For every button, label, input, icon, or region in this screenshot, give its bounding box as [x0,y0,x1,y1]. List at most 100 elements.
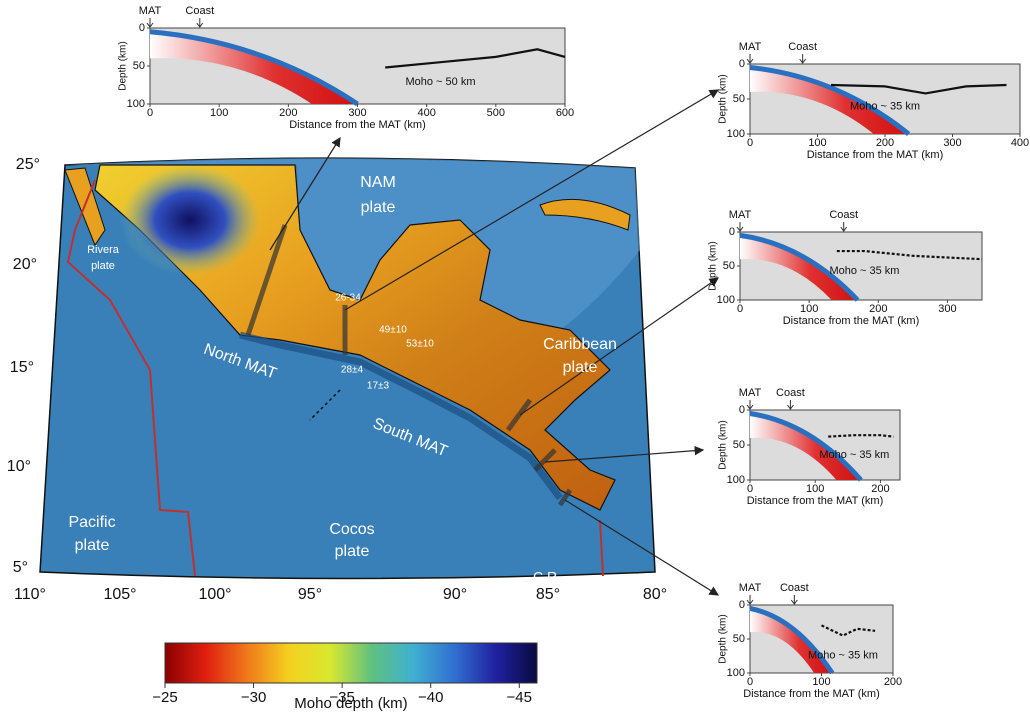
region-label: plate [361,199,396,216]
figure: −25−30−35−40−45Moho depth (km) 25°20°15°… [0,0,1030,713]
deep-moho [120,165,260,275]
y-axis-title: Depth (km) [718,614,729,663]
x-tick-label: 200 [279,107,297,119]
pointer [841,222,847,231]
pointer [787,400,793,409]
colorbar: −25−30−35−40−45Moho depth (km) [152,643,537,712]
pointer [147,18,153,27]
lat-label: 10° [7,458,31,475]
y-axis-title: Depth (km) [708,241,719,290]
moho-label: Moho ~ 35 km [829,265,899,277]
x-tick-label: 300 [938,303,956,315]
x-tick-label: 600 [556,107,574,119]
x-axis-title: Distance from the MAT (km) [289,119,426,131]
moho-estimate: 26-34 [335,293,361,304]
y-tick-label: 50 [733,93,745,105]
x-tick-label: 200 [876,137,894,149]
y-tick-label: 0 [739,58,745,70]
mat-label: MAT [739,41,762,53]
moho-label: Moho ~ 50 km [405,76,475,88]
y-tick-label: 100 [717,294,735,306]
moho-label: Moho ~ 35 km [850,100,920,112]
pointer [197,18,203,27]
x-axis-title: Distance from the MAT (km) [743,688,880,700]
x-tick-label: 100 [808,137,826,149]
colorbar-title: Moho depth (km) [294,695,407,712]
colorbar-ramp [165,643,537,683]
x-tick-label: 400 [417,107,435,119]
x-tick-label: 0 [147,107,153,119]
y-tick-label: 50 [733,633,745,645]
lon-label: 105° [103,586,136,603]
y-tick-label: 100 [727,667,745,679]
y-tick-label: 100 [727,474,745,486]
lat-label: 25° [16,156,40,173]
coast-label: Coast [829,209,858,221]
lat-label: 20° [13,256,37,273]
coast-label: Coast [776,387,805,399]
profile: 0100200050100Distance from the MAT (km)D… [718,582,903,700]
moho-label: Moho ~ 35 km [808,650,878,662]
region-label: plate [335,543,370,560]
x-tick-label: 100 [210,107,228,119]
lon-label: 100° [198,586,231,603]
region-label: plate [75,537,110,554]
region-label: Cocos [329,521,374,538]
x-tick-label: 100 [812,676,830,688]
x-tick-label: 0 [747,137,753,149]
pointer [800,54,806,63]
moho-estimate: 49±10 [379,325,407,336]
moho-estimate: 17±3 [367,381,390,392]
x-tick-label: 100 [806,483,824,495]
y-tick-label: 50 [133,60,145,72]
x-tick-label: 0 [747,676,753,688]
coast-label: Coast [788,41,817,53]
region-label: plate [91,260,115,272]
y-tick-label: 50 [723,260,735,272]
x-tick-label: 0 [737,303,743,315]
mat-label: MAT [139,5,162,17]
lon-label: 110° [14,586,46,603]
coast-label: Coast [780,582,809,594]
x-tick-label: 200 [869,303,887,315]
y-axis-title: Depth (km) [118,41,129,90]
moho-estimate: 53±10 [406,339,434,350]
pointer [737,222,743,231]
x-tick-label: 300 [943,137,961,149]
colorbar-tick-label: −30 [241,689,266,706]
mat-label: MAT [729,209,752,221]
y-tick-label: 0 [739,599,745,611]
y-tick-label: 0 [729,226,735,238]
region-label: plate [563,359,598,376]
x-tick-label: 100 [800,303,818,315]
moho-estimate: 28±4 [341,365,364,376]
lat-label: 5° [13,559,28,576]
mat-label: MAT [739,387,762,399]
region-label: C R [533,569,557,585]
x-tick-label: 500 [487,107,505,119]
colorbar-tick-label: −25 [152,689,177,706]
x-tick-label: 200 [871,483,889,495]
y-axis-title: Depth (km) [718,420,729,469]
colorbar-tick-label: −45 [507,689,532,706]
page: −25−30−35−40−45Moho depth (km) 25°20°15°… [0,0,1030,713]
y-tick-label: 50 [733,439,745,451]
x-tick-label: 400 [1011,137,1029,149]
lon-label: 85° [536,586,560,603]
lon-label: 80° [643,586,667,603]
y-axis-title: Depth (km) [718,74,729,123]
profile: 0100200050100Distance from the MAT (km)D… [718,387,900,507]
region-label: Pacific [68,514,115,531]
moho-label: Moho ~ 35 km [819,449,889,461]
pointer [747,400,753,409]
lon-label: 90° [443,586,467,603]
y-tick-label: 100 [727,128,745,140]
y-tick-label: 100 [127,98,145,110]
pointer [747,54,753,63]
x-tick-label: 0 [747,483,753,495]
x-tick-label: 200 [884,676,902,688]
y-tick-label: 0 [739,404,745,416]
